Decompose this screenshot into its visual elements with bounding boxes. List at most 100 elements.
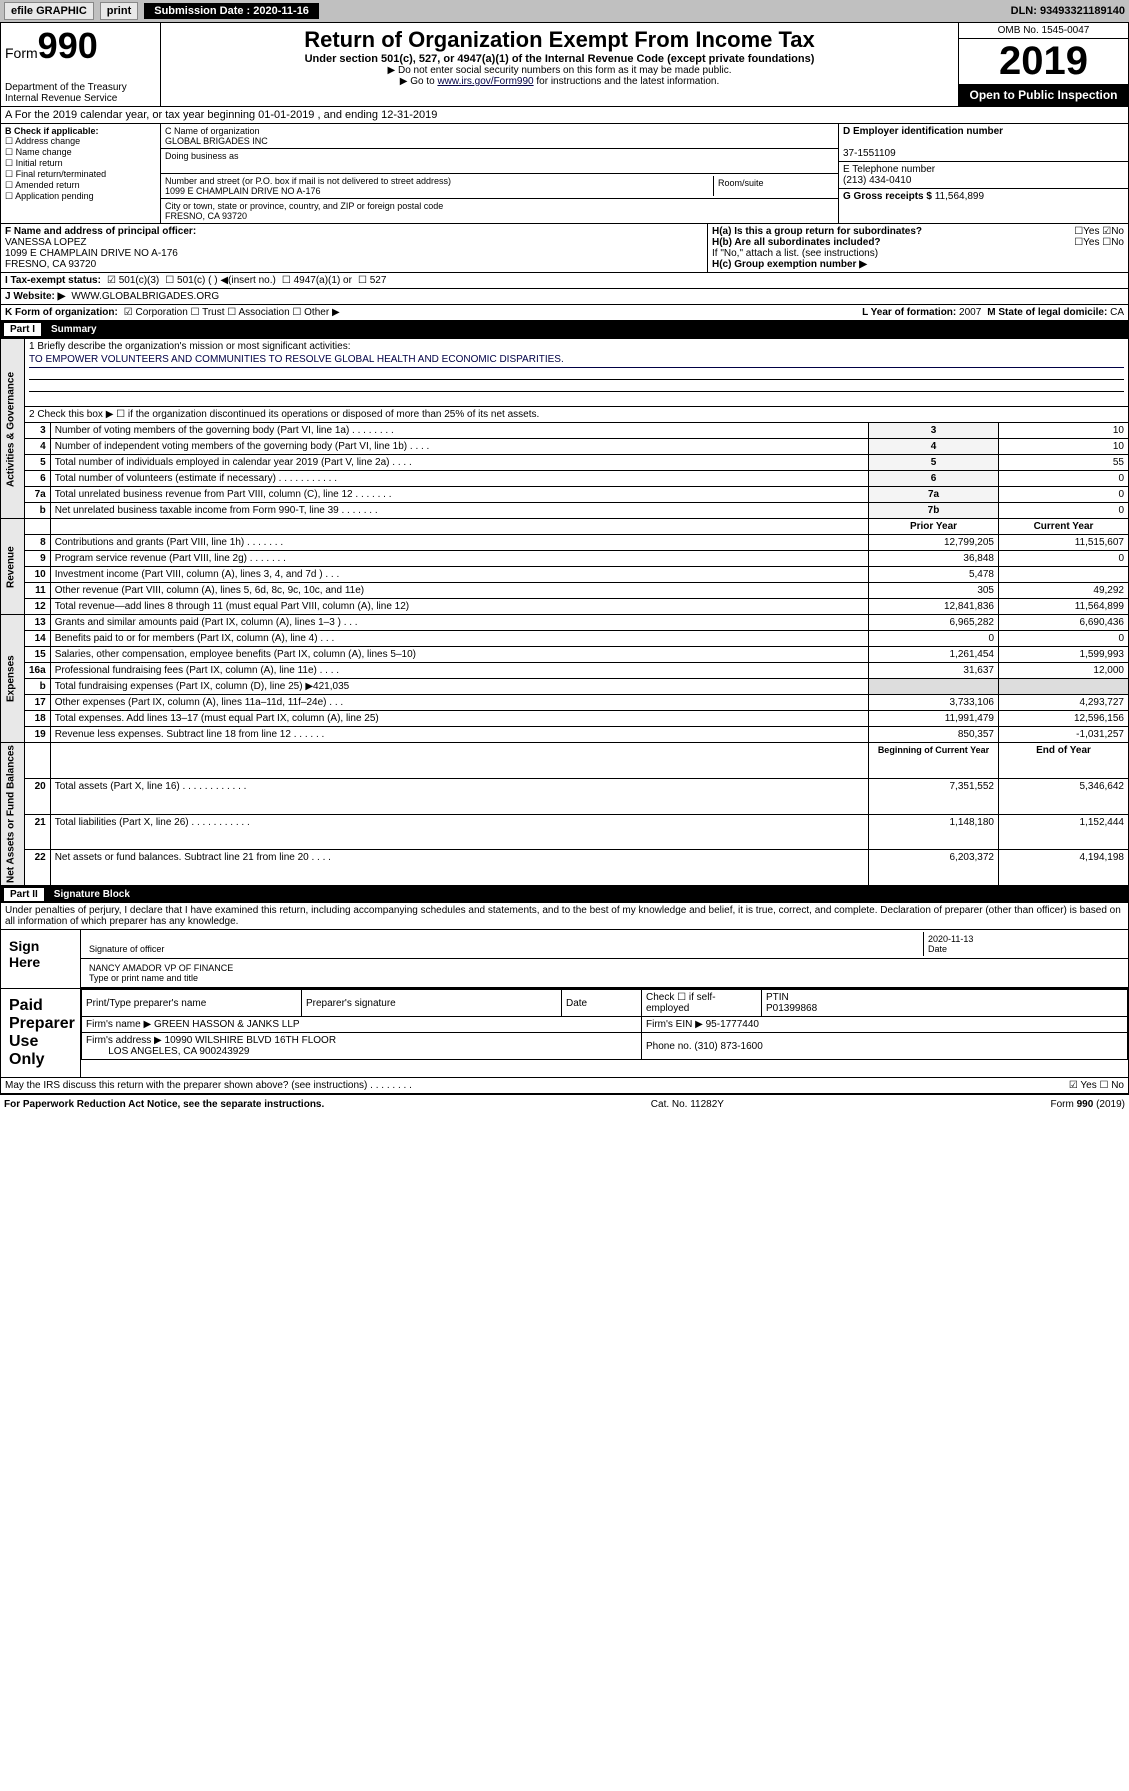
prior-value: 12,841,836 bbox=[869, 599, 999, 615]
state-domicile-label: M State of legal domicile: bbox=[987, 307, 1107, 318]
form990-link[interactable]: www.irs.gov/Form990 bbox=[437, 76, 533, 87]
firm-ein-label: Firm's EIN ▶ bbox=[646, 1019, 703, 1030]
check-item[interactable]: ☐ Amended return bbox=[5, 180, 156, 191]
paperwork-notice: For Paperwork Reduction Act Notice, see … bbox=[4, 1099, 324, 1110]
end-year-hdr: End of Year bbox=[999, 743, 1129, 779]
f-label: F Name and address of principal officer: bbox=[5, 226, 196, 237]
prior-value: 36,848 bbox=[869, 551, 999, 567]
line-num: 15 bbox=[25, 647, 51, 663]
part2-header: Part II Signature Block bbox=[0, 886, 1129, 903]
prior-value: 31,637 bbox=[869, 663, 999, 679]
blank-cell bbox=[50, 519, 868, 535]
form-org-label: K Form of organization: bbox=[5, 307, 118, 318]
blank-cell bbox=[50, 743, 868, 779]
note-2: ▶ Go to www.irs.gov/Form990 for instruct… bbox=[165, 76, 954, 87]
line-key: 7a bbox=[869, 487, 999, 503]
check-item[interactable]: ☐ Application pending bbox=[5, 191, 156, 202]
footer: For Paperwork Reduction Act Notice, see … bbox=[0, 1094, 1129, 1114]
top-toolbar: efile GRAPHIC print Submission Date : 20… bbox=[0, 0, 1129, 22]
section-b-to-g: B Check if applicable: ☐ Address change☐… bbox=[0, 124, 1129, 224]
line-value: 55 bbox=[999, 455, 1129, 471]
col-b-title: B Check if applicable: bbox=[5, 126, 99, 136]
check-item[interactable]: ☐ Final return/terminated bbox=[5, 169, 156, 180]
current-value: 0 bbox=[999, 631, 1129, 647]
line-num: 14 bbox=[25, 631, 51, 647]
line-desc: Salaries, other compensation, employee b… bbox=[50, 647, 868, 663]
line-num: b bbox=[25, 679, 51, 695]
org-name: GLOBAL BRIGADES INC bbox=[165, 136, 268, 146]
current-value: 12,000 bbox=[999, 663, 1129, 679]
paid-preparer-label: Paid Preparer Use Only bbox=[1, 989, 81, 1077]
part1-title: Summary bbox=[51, 324, 97, 335]
room-label: Room/suite bbox=[714, 176, 834, 196]
line-num: 20 bbox=[25, 778, 51, 814]
line-desc: Total expenses. Add lines 13–17 (must eq… bbox=[50, 711, 868, 727]
line-key: 3 bbox=[869, 423, 999, 439]
line-desc: Benefits paid to or for members (Part IX… bbox=[50, 631, 868, 647]
sign-here-label: Sign Here bbox=[1, 930, 81, 988]
form-header: Form990 Department of the Treasury Inter… bbox=[0, 22, 1129, 107]
phone-label: Phone no. bbox=[646, 1041, 692, 1052]
ptin-value: P01399868 bbox=[766, 1003, 817, 1014]
check-item[interactable]: ☐ Initial return bbox=[5, 158, 156, 169]
line-num: 6 bbox=[25, 471, 51, 487]
preparer-table: Print/Type preparer's name Preparer's si… bbox=[81, 989, 1128, 1060]
line-desc: Total fundraising expenses (Part IX, col… bbox=[50, 679, 868, 695]
line-desc: Net unrelated business taxable income fr… bbox=[50, 503, 868, 519]
gross-value: 11,564,899 bbox=[935, 191, 984, 202]
q2-label: 2 Check this box ▶ ☐ if the organization… bbox=[25, 407, 1129, 423]
line-desc: Other revenue (Part VIII, column (A), li… bbox=[50, 583, 868, 599]
line-key: 4 bbox=[869, 439, 999, 455]
omb-number: OMB No. 1545-0047 bbox=[959, 23, 1128, 39]
firm-name-label: Firm's name ▶ bbox=[86, 1019, 151, 1030]
blank-cell bbox=[25, 743, 51, 779]
begin-value: 6,203,372 bbox=[869, 850, 999, 886]
firm-name: GREEN HASSON & JANKS LLP bbox=[154, 1019, 300, 1030]
line-desc: Revenue less expenses. Subtract line 18 … bbox=[50, 727, 868, 743]
sig-date-value: 2020-11-13 bbox=[928, 934, 973, 944]
prior-value: 850,357 bbox=[869, 727, 999, 743]
line-desc: Grants and similar amounts paid (Part IX… bbox=[50, 615, 868, 631]
hc-label: H(c) Group exemption number ▶ bbox=[712, 259, 867, 270]
prep-sig-label: Preparer's signature bbox=[302, 990, 562, 1017]
addr-label: Number and street (or P.O. box if mail i… bbox=[165, 176, 451, 186]
row-i: I Tax-exempt status: ☑ 501(c)(3) ☐ 501(c… bbox=[0, 273, 1129, 289]
line-value: 0 bbox=[999, 471, 1129, 487]
line-desc: Investment income (Part VIII, column (A)… bbox=[50, 567, 868, 583]
line-value: 10 bbox=[999, 423, 1129, 439]
line-key: 6 bbox=[869, 471, 999, 487]
current-value: 11,515,607 bbox=[999, 535, 1129, 551]
self-employed-check: Check ☐ if self-employed bbox=[642, 990, 762, 1017]
row-a: A For the 2019 calendar year, or tax yea… bbox=[0, 107, 1129, 124]
line-num: 13 bbox=[25, 615, 51, 631]
begin-value: 7,351,552 bbox=[869, 778, 999, 814]
line-desc: Program service revenue (Part VIII, line… bbox=[50, 551, 868, 567]
discuss-answer: ☑ Yes ☐ No bbox=[1069, 1080, 1124, 1091]
line-desc: Net assets or fund balances. Subtract li… bbox=[50, 850, 868, 886]
efile-button[interactable]: efile GRAPHIC bbox=[4, 2, 94, 20]
current-value: 4,293,727 bbox=[999, 695, 1129, 711]
tax-year: 2019 bbox=[959, 39, 1128, 84]
current-value: 1,599,993 bbox=[999, 647, 1129, 663]
expenses-side: Expenses bbox=[1, 615, 25, 743]
line-num: 18 bbox=[25, 711, 51, 727]
form-org-checks: ☑ Corporation ☐ Trust ☐ Association ☐ Ot… bbox=[124, 307, 340, 318]
dept-label: Department of the Treasury Internal Reve… bbox=[5, 82, 156, 104]
revenue-side: Revenue bbox=[1, 519, 25, 615]
current-value: 12,596,156 bbox=[999, 711, 1129, 727]
check-item[interactable]: ☐ Address change bbox=[5, 136, 156, 147]
line-desc: Professional fundraising fees (Part IX, … bbox=[50, 663, 868, 679]
print-button[interactable]: print bbox=[100, 2, 138, 20]
line-desc: Total unrelated business revenue from Pa… bbox=[50, 487, 868, 503]
row-f-h: F Name and address of principal officer:… bbox=[0, 224, 1129, 273]
hb-note: If "No," attach a list. (see instruction… bbox=[712, 248, 1124, 259]
hb-answer: ☐Yes ☐No bbox=[1074, 237, 1124, 248]
line-desc: Number of voting members of the governin… bbox=[50, 423, 868, 439]
line-value: 0 bbox=[999, 503, 1129, 519]
line-num: b bbox=[25, 503, 51, 519]
check-item[interactable]: ☐ Name change bbox=[5, 147, 156, 158]
tel-value: (213) 434-0410 bbox=[843, 175, 911, 186]
line-num: 22 bbox=[25, 850, 51, 886]
prep-name-label: Print/Type preparer's name bbox=[82, 990, 302, 1017]
prior-year-hdr: Prior Year bbox=[869, 519, 999, 535]
